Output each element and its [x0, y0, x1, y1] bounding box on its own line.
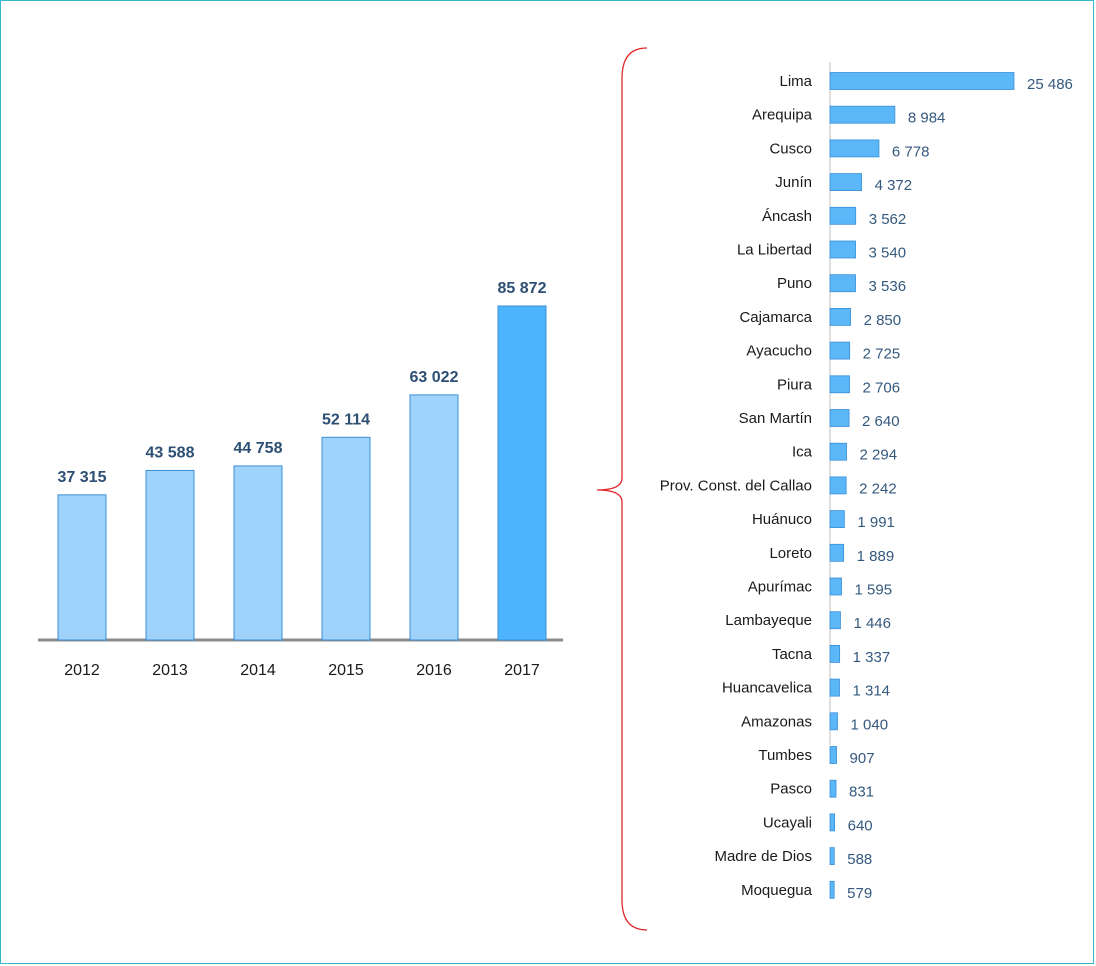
bar-lambayeque: [829, 611, 841, 630]
region-label-cajamarca: Cajamarca: [739, 309, 812, 326]
bar-arequipa: [829, 105, 896, 124]
bar-moquegua: [829, 880, 835, 899]
bar-value-label-ucayali: 640: [848, 817, 873, 834]
year-tick-label-2016: 2016: [416, 662, 452, 679]
region-label-cusco: Cusco: [769, 140, 812, 157]
region-label-moquegua: Moquegua: [741, 882, 813, 899]
region-label-arequipa: Arequipa: [752, 107, 813, 124]
bar-loreto: [829, 543, 845, 562]
bar-2015: [321, 436, 371, 641]
region-label-san-martin: San Martín: [739, 410, 812, 427]
bar-value-label-madre-de-dios: 588: [847, 851, 872, 868]
bar-value-label-la-libertad: 3 540: [869, 245, 907, 262]
bar-prov-const-del-callao: [829, 476, 847, 495]
bar-2017: [497, 305, 547, 641]
bar-ucayali: [829, 813, 836, 832]
region-label-ancash: Áncash: [762, 208, 812, 225]
bar-value-label-prov-const-del-callao: 2 242: [859, 480, 897, 497]
bar-value-label-junin: 4 372: [875, 177, 913, 194]
bar-ayacucho: [829, 341, 851, 360]
bar-lima: [829, 72, 1015, 90]
bar-cajamarca: [829, 307, 851, 326]
region-label-huancavelica: Huancavelica: [722, 680, 813, 697]
bar-2016: [409, 394, 459, 641]
bar-value-label-tacna: 1 337: [853, 649, 891, 666]
bar-amazonas: [829, 712, 838, 731]
bar-piura: [829, 375, 850, 394]
region-label-ayacucho: Ayacucho: [746, 343, 812, 360]
bar-2012: [57, 494, 107, 641]
region-label-piura: Piura: [777, 376, 813, 393]
bar-madre-de-dios: [829, 847, 835, 865]
bar-junin: [829, 173, 862, 192]
region-label-prov-const-del-callao: Prov. Const. del Callao: [660, 477, 812, 494]
bar-tumbes: [829, 746, 837, 764]
bar-apurimac: [829, 577, 842, 596]
bar-value-label-2013: 43 588: [146, 444, 195, 461]
bar-value-label-cajamarca: 2 850: [864, 312, 902, 329]
bar-value-label-ancash: 3 562: [869, 211, 907, 228]
bar-la-libertad: [829, 240, 856, 259]
bar-2014: [233, 465, 283, 641]
bar-value-label-2016: 63 022: [410, 369, 459, 386]
region-label-lambayeque: Lambayeque: [725, 612, 812, 629]
bar-pasco: [829, 779, 837, 798]
region-label-loreto: Loreto: [769, 545, 812, 562]
region-label-tumbes: Tumbes: [758, 747, 812, 764]
year-tick-label-2017: 2017: [504, 662, 540, 679]
region-label-ucayali: Ucayali: [763, 814, 812, 831]
bar-value-label-arequipa: 8 984: [908, 110, 946, 127]
year-tick-label-2013: 2013: [152, 662, 188, 679]
bar-value-label-moquegua: 579: [847, 885, 872, 902]
region-label-huanuco: Huánuco: [752, 511, 812, 528]
bar-tacna: [829, 645, 841, 663]
bar-value-label-tumbes: 907: [850, 750, 875, 767]
year-tick-label-2012: 2012: [64, 662, 100, 679]
bar-value-label-loreto: 1 889: [857, 548, 895, 565]
bar-value-label-2014: 44 758: [234, 440, 283, 457]
bar-value-label-ayacucho: 2 725: [863, 346, 901, 363]
bar-value-label-puno: 3 536: [869, 278, 907, 295]
region-label-tacna: Tacna: [772, 646, 813, 663]
region-label-la-libertad: La Libertad: [737, 242, 812, 259]
bar-value-label-huanuco: 1 991: [857, 514, 895, 531]
bar-value-label-apurimac: 1 595: [855, 582, 893, 599]
region-label-lima: Lima: [779, 73, 812, 90]
bar-puno: [829, 274, 856, 293]
bar-value-label-amazonas: 1 040: [851, 716, 889, 733]
bar-value-label-huancavelica: 1 314: [852, 683, 890, 700]
bar-value-label-cusco: 6 778: [892, 143, 930, 160]
year-tick-label-2015: 2015: [328, 662, 364, 679]
bar-value-label-san-martin: 2 640: [862, 413, 900, 430]
bar-value-label-2017: 85 872: [498, 280, 547, 297]
bar-ancash: [829, 206, 857, 225]
bar-2013: [145, 469, 195, 641]
bar-value-label-2012: 37 315: [58, 469, 107, 486]
bar-huanuco: [829, 510, 845, 529]
bar-value-label-ica: 2 294: [860, 447, 898, 464]
bar-huancavelica: [829, 678, 840, 697]
region-label-junin: Junín: [775, 174, 812, 191]
bar-ica: [829, 442, 847, 461]
bar-value-label-lima: 25 486: [1027, 76, 1073, 93]
bar-value-label-2015: 52 114: [322, 411, 370, 428]
bar-san-martin: [829, 409, 850, 427]
curly-brace: [596, 47, 648, 931]
region-label-madre-de-dios: Madre de Dios: [714, 848, 812, 865]
bar-value-label-piura: 2 706: [863, 379, 901, 396]
year-tick-label-2014: 2014: [240, 662, 276, 679]
bar-value-label-lambayeque: 1 446: [853, 615, 891, 632]
region-label-pasco: Pasco: [770, 781, 812, 798]
bar-cusco: [829, 139, 880, 158]
region-label-amazonas: Amazonas: [741, 713, 812, 730]
region-label-apurimac: Apurímac: [748, 579, 813, 596]
region-label-ica: Ica: [792, 444, 813, 461]
region-label-puno: Puno: [777, 275, 812, 292]
bar-value-label-pasco: 831: [849, 784, 874, 801]
